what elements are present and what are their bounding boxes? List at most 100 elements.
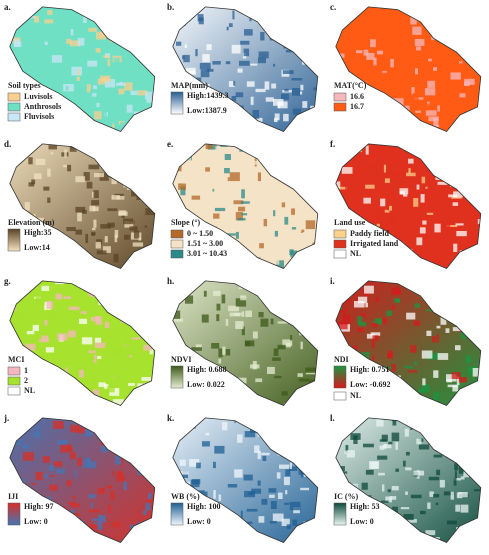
map-cell xyxy=(174,539,177,544)
map-cell xyxy=(21,536,31,539)
legend-low: Low: 0.022 xyxy=(187,380,225,389)
map-cell xyxy=(92,7,101,14)
map-cell xyxy=(63,165,67,167)
map-cell xyxy=(146,24,150,33)
map-cell xyxy=(143,345,152,351)
map-cell xyxy=(284,503,289,505)
map-cell xyxy=(30,368,36,374)
map-cell xyxy=(78,38,85,46)
map-cell xyxy=(125,282,136,284)
map-cell xyxy=(275,431,281,435)
map-cell xyxy=(100,95,108,97)
map-cell xyxy=(70,144,77,151)
map-cell xyxy=(21,270,23,275)
map-cell xyxy=(112,414,117,419)
map-cell xyxy=(396,291,401,293)
map-cell xyxy=(328,310,333,314)
map-cell xyxy=(104,296,106,298)
legend-ramp xyxy=(8,229,20,251)
map-cell xyxy=(146,405,156,414)
map-cell xyxy=(467,215,477,218)
map-cell xyxy=(156,285,165,288)
map-cell xyxy=(441,70,446,77)
map-cell xyxy=(69,307,80,311)
map-cell xyxy=(415,303,420,308)
map-cell xyxy=(118,211,127,215)
map-cell xyxy=(434,455,443,458)
map-cell xyxy=(234,157,236,166)
map-cell xyxy=(91,232,95,235)
map-cell xyxy=(112,176,117,184)
map-cell xyxy=(479,528,489,531)
map-cell xyxy=(150,40,154,47)
map-cell xyxy=(26,399,30,402)
map-cell xyxy=(305,127,310,134)
map-cell xyxy=(77,213,82,222)
map-cell xyxy=(231,411,241,419)
map-cell xyxy=(284,272,295,278)
map-cell xyxy=(176,160,181,163)
map-cell xyxy=(163,519,167,524)
map-cell xyxy=(388,489,391,492)
map-cell xyxy=(68,139,74,145)
map-cell xyxy=(95,316,102,325)
map-cell xyxy=(75,176,85,182)
map-cell xyxy=(451,72,461,79)
map-cell xyxy=(69,26,79,28)
map-cell xyxy=(241,213,247,215)
map-cell xyxy=(400,127,406,133)
map-cell xyxy=(60,410,64,416)
map-cell xyxy=(473,172,478,181)
map-cell xyxy=(347,450,355,457)
map-cell xyxy=(461,289,464,295)
map-cell xyxy=(252,129,263,137)
map-cell xyxy=(162,28,170,33)
map-cell xyxy=(91,424,101,430)
map-cell xyxy=(281,306,291,314)
map-cell xyxy=(369,461,379,469)
map-cell xyxy=(315,413,322,419)
map-cell xyxy=(213,462,216,468)
map-cell xyxy=(12,420,17,423)
map-cell xyxy=(47,10,52,15)
map-cell xyxy=(385,178,390,183)
map-cell xyxy=(176,14,178,20)
map-cell xyxy=(433,118,438,126)
map-cell xyxy=(275,231,278,237)
map-cell xyxy=(174,424,177,427)
map-cell xyxy=(281,166,284,171)
map-cell xyxy=(205,167,210,171)
map-cell xyxy=(310,472,317,478)
map-cell xyxy=(258,481,261,486)
map-cell xyxy=(137,544,140,549)
map-cell xyxy=(247,509,258,512)
map xyxy=(163,411,334,550)
map-cell xyxy=(296,438,305,445)
map-cell xyxy=(344,21,347,24)
map-cell xyxy=(474,171,479,178)
map-cell xyxy=(296,25,306,30)
map-cell xyxy=(347,411,354,414)
map-cell xyxy=(107,486,112,488)
legend-swatch xyxy=(8,93,20,101)
map-cell xyxy=(54,461,63,466)
map-cell xyxy=(285,490,287,494)
legend-swatch xyxy=(171,230,183,238)
map-panel: e.Slope (°)0 ~ 1.501.51 ~ 3.003.01 ~ 10.… xyxy=(163,137,331,279)
legend-low: Low: 0 xyxy=(350,517,374,526)
map-cell xyxy=(463,464,471,468)
map-cell xyxy=(257,280,264,284)
map-cell xyxy=(246,225,253,229)
map-cell xyxy=(356,50,363,53)
map-cell xyxy=(39,121,43,126)
map-cell xyxy=(151,468,154,470)
map-cell xyxy=(344,152,354,160)
map-cell xyxy=(384,12,388,18)
map-cell xyxy=(323,15,331,21)
map-cell xyxy=(482,34,488,37)
legend-label: 1 xyxy=(24,366,28,375)
map-cell xyxy=(41,336,48,341)
map-cell xyxy=(264,282,275,290)
map-cell xyxy=(485,231,489,237)
